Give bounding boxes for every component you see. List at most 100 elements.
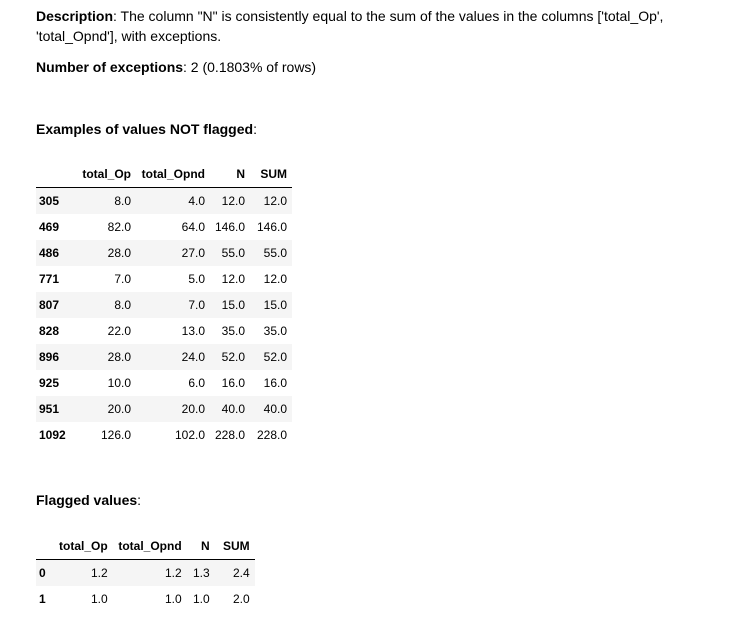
table-row: 896 28.0 24.0 52.0 52.0	[36, 344, 293, 370]
cell-total-op: 8.0	[114, 194, 131, 208]
cell-total-opnd: 102.0	[174, 428, 205, 442]
exceptions-text: : 2 (0.1803% of rows)	[183, 59, 317, 75]
cell-total-op: 82.0	[107, 220, 131, 234]
cell-n: 55.0	[221, 246, 246, 260]
table-row: 0 1.2 1.2 1.3 2.4	[36, 559, 255, 586]
row-index: 896	[39, 350, 60, 364]
cell-sum: 2.4	[232, 566, 250, 580]
row-index: 828	[39, 324, 60, 338]
cell-total-opnd: 13.0	[181, 324, 205, 338]
row-index: 1	[39, 592, 46, 606]
cell-sum: 2.0	[232, 592, 250, 606]
cell-total-op: 22.0	[107, 324, 131, 338]
row-index: 0	[39, 566, 46, 580]
cell-sum: 40.0	[263, 402, 288, 416]
header-index	[36, 532, 54, 560]
header-row: total_Op total_Opnd N SUM	[36, 160, 293, 188]
cell-sum: 12.0	[263, 194, 288, 208]
cell-total-opnd: 7.0	[188, 298, 205, 312]
table-row: 951 20.0 20.0 40.0 40.0	[36, 396, 293, 422]
header-total-opnd: total_Opnd	[112, 532, 187, 560]
flagged-table: total_Op total_Opnd N SUM 0 1.2 1.2 1.3 …	[36, 532, 255, 612]
cell-sum: 12.0	[263, 272, 288, 286]
cell-total-op: 1.0	[90, 592, 108, 606]
flagged-heading-suffix: :	[137, 492, 142, 508]
cell-sum: 146.0	[257, 220, 288, 234]
row-index: 469	[39, 220, 60, 234]
cell-total-opnd: 1.2	[164, 566, 182, 580]
not-flagged-heading: Examples of values NOT flagged:	[36, 119, 257, 139]
cell-total-op: 10.0	[107, 376, 131, 390]
header-index	[36, 160, 76, 188]
table-row: 486 28.0 27.0 55.0 55.0	[36, 240, 293, 266]
row-index: 486	[39, 246, 60, 260]
row-index: 305	[39, 194, 60, 208]
exceptions-label: Number of exceptions	[36, 59, 184, 75]
cell-n: 16.0	[221, 376, 246, 390]
cell-n: 40.0	[221, 402, 246, 416]
cell-total-op: 20.0	[107, 402, 131, 416]
header-sum: SUM	[250, 160, 293, 188]
cell-total-opnd: 64.0	[181, 220, 205, 234]
not-flagged-table-header: total_Op total_Opnd N SUM	[36, 160, 293, 188]
description-paragraph: Description: The column "N" is consisten…	[36, 6, 716, 46]
header-total-op: total_Op	[76, 160, 136, 188]
cell-total-op: 8.0	[114, 298, 131, 312]
cell-total-opnd: 24.0	[181, 350, 205, 364]
cell-n: 15.0	[221, 298, 246, 312]
flagged-table-header: total_Op total_Opnd N SUM	[36, 532, 255, 560]
table-row: 925 10.0 6.0 16.0 16.0	[36, 370, 293, 396]
cell-total-opnd: 1.0	[164, 592, 182, 606]
not-flagged-table: total_Op total_Opnd N SUM 305 8.0 4.0 12…	[36, 160, 293, 448]
row-index: 771	[39, 272, 60, 286]
cell-n: 1.3	[192, 566, 210, 580]
cell-n: 146.0	[215, 220, 246, 234]
header-total-op: total_Op	[54, 532, 113, 560]
flagged-heading: Flagged values:	[36, 490, 141, 510]
flagged-heading-label: Flagged values	[36, 492, 138, 508]
row-index: 807	[39, 298, 60, 312]
cell-n: 52.0	[221, 350, 246, 364]
header-row: total_Op total_Opnd N SUM	[36, 532, 255, 560]
cell-total-op: 126.0	[100, 428, 131, 442]
description-text: : The column "N" is consistently equal t…	[36, 8, 664, 44]
cell-total-op: 7.0	[114, 272, 131, 286]
cell-total-op: 28.0	[107, 246, 131, 260]
cell-n: 12.0	[221, 272, 246, 286]
table-row: 807 8.0 7.0 15.0 15.0	[36, 292, 293, 318]
cell-sum: 55.0	[263, 246, 288, 260]
header-total-opnd: total_Opnd	[136, 160, 210, 188]
row-index: 1092	[39, 428, 66, 442]
table-row: 1 1.0 1.0 1.0 2.0	[36, 586, 255, 612]
cell-sum: 16.0	[263, 376, 288, 390]
not-flagged-table-body: 305 8.0 4.0 12.0 12.0 469 82.0 64.0 146.…	[36, 187, 293, 448]
cell-n: 12.0	[221, 194, 246, 208]
cell-total-opnd: 27.0	[181, 246, 205, 260]
table-row: 771 7.0 5.0 12.0 12.0	[36, 266, 293, 292]
cell-total-op: 1.2	[90, 566, 108, 580]
cell-total-op: 28.0	[107, 350, 131, 364]
cell-total-opnd: 4.0	[188, 194, 205, 208]
table-row: 305 8.0 4.0 12.0 12.0	[36, 187, 293, 214]
cell-sum: 15.0	[263, 298, 288, 312]
header-n: N	[210, 160, 251, 188]
not-flagged-heading-suffix: :	[253, 121, 257, 137]
cell-total-opnd: 5.0	[188, 272, 205, 286]
cell-sum: 35.0	[263, 324, 288, 338]
cell-n: 35.0	[221, 324, 246, 338]
header-n: N	[186, 532, 215, 560]
cell-sum: 228.0	[257, 428, 288, 442]
cell-total-opnd: 6.0	[188, 376, 205, 390]
table-row: 828 22.0 13.0 35.0 35.0	[36, 318, 293, 344]
row-index: 925	[39, 376, 60, 390]
header-sum: SUM	[214, 532, 255, 560]
table-row: 1092 126.0 102.0 228.0 228.0	[36, 422, 293, 448]
not-flagged-heading-label: Examples of values NOT flagged	[36, 121, 254, 137]
row-index: 951	[39, 402, 60, 416]
cell-sum: 52.0	[263, 350, 288, 364]
exceptions-paragraph: Number of exceptions: 2 (0.1803% of rows…	[36, 57, 316, 77]
table-row: 469 82.0 64.0 146.0 146.0	[36, 214, 293, 240]
flagged-table-body: 0 1.2 1.2 1.3 2.4 1 1.0 1.0 1.0 2.0	[36, 559, 255, 612]
cell-n: 1.0	[192, 592, 210, 606]
cell-total-opnd: 20.0	[181, 402, 205, 416]
